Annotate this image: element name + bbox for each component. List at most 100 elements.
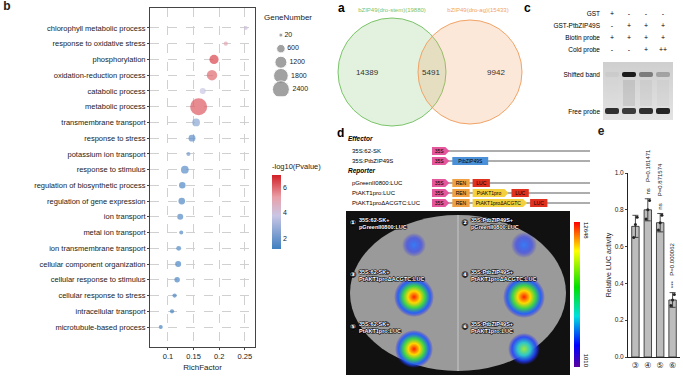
svg-text:RichFactor: RichFactor (183, 363, 222, 372)
svg-text:600: 600 (287, 44, 299, 51)
svg-text:PtAKT1pro: PtAKT1pro (477, 190, 502, 196)
svg-text:transmembrane transport: transmembrane transport (61, 118, 146, 127)
svg-text:bZIP49(dro-ag)(15433): bZIP49(dro-ag)(15433) (447, 7, 508, 13)
svg-text:pGreenII0800:LUC: pGreenII0800:LUC (352, 180, 403, 186)
svg-text:Relative LUC activity: Relative LUC activity (605, 232, 613, 297)
svg-text:Cold probe: Cold probe (568, 46, 600, 54)
svg-text:+: + (644, 46, 648, 53)
svg-text:Reporter: Reporter (348, 167, 376, 175)
svg-text:Free probe: Free probe (568, 108, 600, 116)
svg-text:35S:62-SK+: 35S:62-SK+ (359, 269, 389, 275)
svg-text:regulation of gene expression: regulation of gene expression (47, 197, 145, 206)
svg-text:-: - (628, 10, 631, 17)
svg-text:Biotin probe: Biotin probe (565, 34, 600, 42)
svg-text:GST-PtbZIP49S: GST-PtbZIP49S (553, 22, 600, 29)
svg-text:1010: 1010 (583, 354, 589, 368)
svg-text:35S:PtbZIP49S+: 35S:PtbZIP49S+ (471, 321, 513, 327)
svg-text:regulation of biosynthetic pro: regulation of biosynthetic process (34, 181, 146, 190)
svg-text:35S:PtbZIP49S+: 35S:PtbZIP49S+ (471, 217, 513, 223)
svg-text:PtAKT1pro:LUC: PtAKT1pro:LUC (352, 190, 396, 196)
svg-text:response to stimulus: response to stimulus (77, 165, 146, 174)
svg-text:0.6: 0.6 (615, 243, 624, 250)
svg-text:Shifted band: Shifted band (563, 71, 600, 78)
svg-text:ns: ns (657, 203, 663, 209)
svg-text:0.2: 0.2 (214, 352, 224, 361)
svg-text:③: ③ (350, 271, 356, 279)
svg-text:cellular response to stress: cellular response to stress (58, 291, 145, 300)
svg-text:2400: 2400 (293, 85, 309, 92)
svg-text:-: - (662, 10, 665, 17)
svg-text:2: 2 (283, 235, 287, 242)
svg-text:oxidation-reduction process: oxidation-reduction process (54, 71, 146, 80)
svg-text:PtbZIP49S: PtbZIP49S (458, 158, 483, 164)
svg-text:pGreenII0800:LUC: pGreenII0800:LUC (471, 224, 519, 230)
svg-text:microtubule-based process: microtubule-based process (55, 323, 145, 332)
svg-text:35S: 35S (435, 148, 445, 154)
svg-text:-: - (645, 10, 648, 17)
svg-text:ns: ns (645, 188, 651, 194)
svg-text:LUC: LUC (476, 180, 486, 186)
svg-text:P=0.871574: P=0.871574 (657, 163, 663, 196)
svg-text:0.0: 0.0 (615, 353, 624, 360)
svg-text:chlorophyll metabolic process: chlorophyll metabolic process (47, 24, 146, 33)
svg-text:intracellular transport: intracellular transport (75, 307, 146, 316)
svg-text:35S: 35S (435, 180, 445, 186)
svg-text:35S: 35S (435, 158, 445, 164)
svg-text:potassium ion transport: potassium ion transport (68, 150, 147, 159)
svg-text:bZIP49(dro-stem)(19880): bZIP49(dro-stem)(19880) (358, 7, 426, 13)
svg-text:ion transmembrane transport: ion transmembrane transport (49, 244, 146, 253)
svg-text:P=0.000062: P=0.000062 (669, 242, 675, 275)
svg-text:GeneNumber: GeneNumber (264, 13, 312, 22)
svg-text:35S:PtbZIP49S: 35S:PtbZIP49S (352, 158, 393, 164)
svg-text:35S:PtbZIP49S+: 35S:PtbZIP49S+ (471, 269, 513, 275)
svg-text:35S:62-SK: 35S:62-SK (352, 148, 381, 154)
svg-text:metabolic process: metabolic process (85, 102, 146, 111)
svg-text:response to stress: response to stress (84, 134, 146, 143)
svg-text:-: - (611, 22, 614, 29)
svg-text:④: ④ (644, 361, 651, 370)
svg-text:1.0: 1.0 (615, 169, 624, 176)
svg-text:4: 4 (283, 209, 287, 216)
svg-text:+: + (610, 10, 614, 17)
svg-text:35S: 35S (435, 200, 445, 206)
svg-text:⑤: ⑤ (657, 361, 664, 370)
svg-text:②: ② (462, 219, 468, 227)
svg-text:response to oxidative stress: response to oxidative stress (53, 39, 146, 48)
svg-text:6: 6 (283, 184, 287, 191)
svg-text:⑥: ⑥ (669, 361, 676, 370)
svg-text:PtAKT1proΔACGTC:LUC: PtAKT1proΔACGTC:LUC (471, 276, 536, 282)
svg-text:1800: 1800 (291, 72, 307, 79)
svg-text:metal ion transport: metal ion transport (83, 228, 146, 237)
svg-text:0.2: 0.2 (615, 316, 624, 323)
svg-text:a: a (338, 1, 345, 15)
svg-text:-: - (611, 46, 614, 53)
svg-text:catabolic process: catabolic process (88, 87, 146, 96)
svg-text:d: d (337, 126, 344, 140)
svg-text:***: *** (670, 281, 676, 289)
svg-text:35S: 35S (435, 190, 445, 196)
svg-text:e: e (598, 125, 605, 138)
svg-text:③: ③ (632, 361, 639, 370)
svg-text:-log10(Pvalue): -log10(Pvalue) (272, 162, 321, 171)
svg-text:+: + (627, 34, 631, 41)
svg-text:+: + (610, 34, 614, 41)
svg-text:④: ④ (462, 271, 468, 279)
svg-text:LUC: LUC (534, 200, 544, 206)
svg-text:GST: GST (587, 10, 600, 17)
svg-text:+: + (627, 22, 631, 29)
svg-text:12648: 12648 (583, 222, 589, 239)
svg-text:pGreenII0800:LUC: pGreenII0800:LUC (359, 224, 407, 230)
svg-text:REN: REN (456, 200, 467, 206)
svg-text:PtAKT1pro:LUC: PtAKT1pro:LUC (359, 328, 401, 334)
svg-text:P=0.181471: P=0.181471 (645, 149, 651, 182)
svg-text:14389: 14389 (356, 68, 379, 77)
svg-text:++: ++ (659, 46, 667, 53)
svg-text:35S:62-SK+: 35S:62-SK+ (359, 217, 389, 223)
svg-text:cellular response to stimulus: cellular response to stimulus (51, 275, 146, 284)
svg-text:①: ① (350, 219, 356, 227)
svg-text:+: + (661, 22, 665, 29)
svg-text:0.25: 0.25 (237, 352, 252, 361)
svg-text:1200: 1200 (289, 58, 305, 65)
svg-text:REN: REN (456, 190, 467, 196)
svg-text:b: b (3, 0, 10, 13)
